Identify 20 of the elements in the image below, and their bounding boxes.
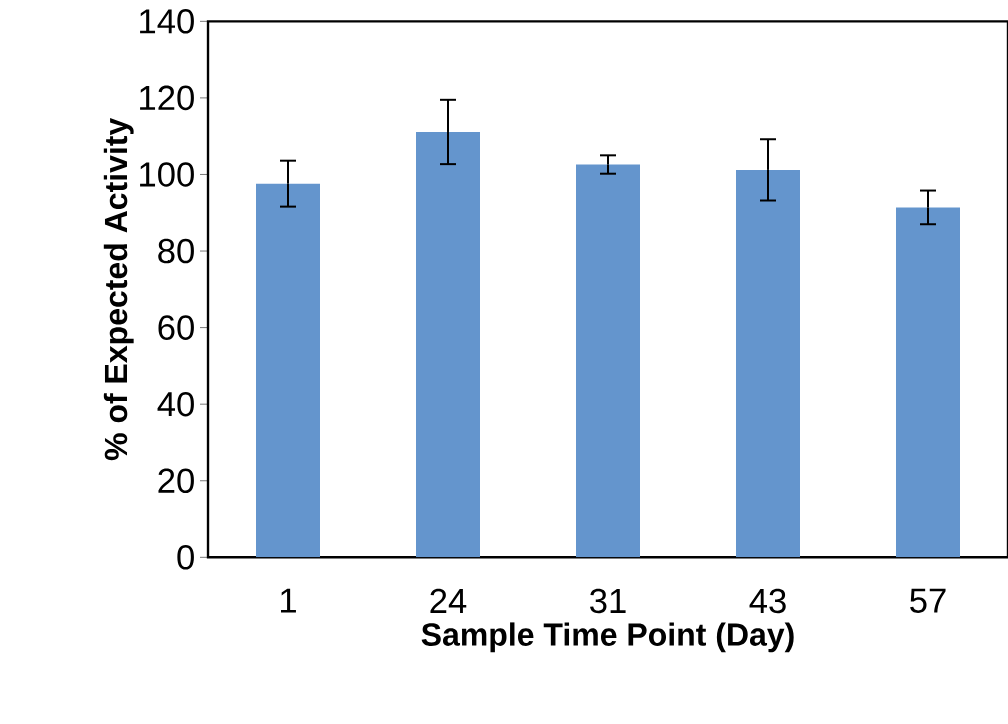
bar [256, 183, 320, 558]
x-axis-title: Sample Time Point (Day) [421, 622, 794, 653]
x-tick-label: 24 [430, 588, 467, 613]
bar [416, 131, 480, 558]
y-axis-title: % of Expected Activity [103, 117, 134, 461]
y-tick-label: 40 [157, 391, 194, 417]
y-tick-label: 20 [158, 468, 194, 494]
bar [576, 164, 640, 558]
x-tick-label: 43 [749, 588, 786, 614]
bar [736, 169, 800, 558]
y-tick-label: 60 [158, 315, 194, 340]
y-tick-label: 120 [140, 85, 194, 111]
y-tick-label: 100 [140, 162, 194, 187]
y-tick-label: 0 [177, 545, 194, 570]
x-tick-label: 31 [590, 588, 626, 614]
x-tick-label: 57 [910, 588, 946, 613]
bar [896, 207, 960, 558]
x-tick-label: 1 [281, 588, 296, 613]
y-tick-label: 140 [140, 9, 194, 34]
y-tick-label: 80 [158, 238, 194, 264]
